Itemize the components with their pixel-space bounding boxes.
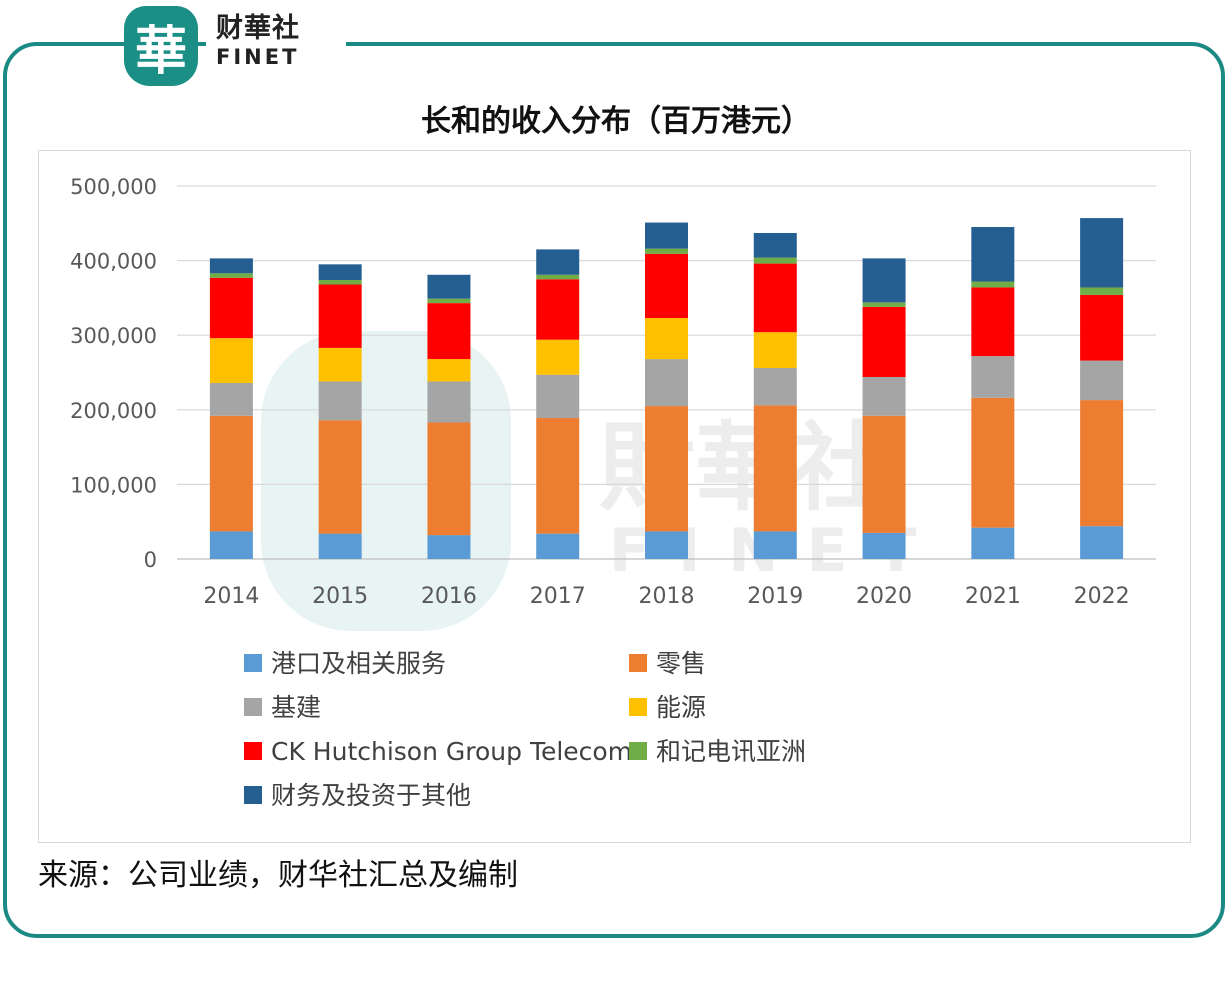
- bar-segment: [862, 258, 906, 303]
- bar-segment: [753, 405, 797, 532]
- x-tick-label: 2021: [965, 584, 1021, 609]
- bar-segment: [645, 253, 688, 319]
- x-tick-label: 2016: [421, 584, 477, 609]
- stacked-bar-chart: 財華社FINET0100,000200,000300,000400,000500…: [70, 175, 1156, 810]
- legend-swatch: [629, 698, 647, 716]
- bar-segment: [862, 376, 906, 416]
- bar-segment: [971, 227, 1015, 282]
- bar-segment: [427, 381, 471, 423]
- bar-segment: [318, 347, 362, 382]
- bar-segment: [645, 248, 688, 254]
- x-tick-label: 2017: [530, 584, 586, 609]
- watermark-cn: 財華社: [599, 412, 887, 524]
- bar-segment: [318, 279, 362, 285]
- x-tick-label: 2022: [1074, 584, 1130, 609]
- bar-segment: [209, 338, 253, 383]
- bar-segment: [645, 359, 688, 407]
- bar-segment: [645, 222, 688, 249]
- bar-segment: [427, 274, 471, 299]
- bar-segment: [753, 263, 797, 333]
- bar-segment: [1080, 218, 1124, 288]
- bar-segment: [536, 418, 580, 534]
- legend-swatch: [629, 654, 647, 672]
- legend-swatch: [244, 698, 262, 716]
- bar-segment: [536, 374, 580, 419]
- chart-title: 长和的收入分布（百万港元）: [421, 104, 811, 139]
- bar-segment: [318, 264, 362, 280]
- bar-segment: [427, 298, 471, 304]
- legend-label: 零售: [656, 649, 706, 678]
- bar-segment: [1080, 287, 1124, 295]
- y-tick-label: 300,000: [70, 324, 157, 348]
- bar-segment: [536, 533, 580, 559]
- chart-area: 財華社FINET0100,000200,000300,000400,000500…: [38, 150, 1191, 843]
- y-tick-label: 400,000: [70, 250, 157, 274]
- legend-label: 港口及相关服务: [271, 649, 446, 678]
- bar-segment: [862, 306, 906, 377]
- bar-segment: [536, 249, 580, 275]
- bar-segment: [318, 381, 362, 421]
- legend-label: 能源: [656, 693, 706, 722]
- bar-segment: [318, 284, 362, 348]
- brand-name-en: FINET: [216, 45, 300, 69]
- bar-segment: [971, 281, 1015, 288]
- bar-segment: [209, 531, 253, 559]
- bar-segment: [536, 279, 580, 340]
- bar-segment: [209, 258, 253, 274]
- x-tick-label: 2018: [639, 584, 695, 609]
- legend-swatch: [244, 654, 262, 672]
- legend-label: 基建: [271, 693, 321, 722]
- y-tick-label: 100,000: [70, 473, 157, 497]
- bar-segment: [427, 422, 471, 536]
- source-note: 来源：公司业绩，财华社汇总及编制: [38, 858, 518, 893]
- y-tick-label: 500,000: [70, 175, 157, 199]
- bar-segment: [427, 359, 471, 382]
- bar-segment: [536, 339, 580, 375]
- x-tick-label: 2015: [312, 584, 368, 609]
- bar-segment: [862, 302, 906, 307]
- legend-swatch: [244, 786, 262, 804]
- legend-label: 和记电讯亚洲: [656, 737, 806, 766]
- bar-segment: [753, 257, 797, 264]
- bar-segment: [536, 274, 580, 280]
- brand-name-cn: 财華社: [216, 13, 300, 44]
- y-tick-label: 200,000: [70, 399, 157, 423]
- bar-segment: [209, 415, 253, 532]
- bar-segment: [209, 382, 253, 416]
- bar-segment: [862, 532, 906, 559]
- bar-segment: [1080, 360, 1124, 401]
- bar-segment: [427, 303, 471, 360]
- bar-segment: [645, 318, 688, 360]
- bar-segment: [318, 420, 362, 534]
- logo-glyph: 華: [134, 20, 187, 82]
- bar-segment: [753, 332, 797, 369]
- bar-segment: [209, 273, 253, 278]
- legend-swatch: [629, 742, 647, 760]
- bar-segment: [645, 406, 688, 532]
- x-tick-label: 2020: [856, 584, 912, 609]
- bar-segment: [753, 232, 797, 258]
- brand-name: 财華社 FINET: [206, 12, 346, 72]
- bar-segment: [971, 287, 1015, 357]
- bar-segment: [427, 535, 471, 559]
- bar-segment: [971, 356, 1015, 398]
- bar-segment: [971, 527, 1015, 559]
- bar-segment: [1080, 526, 1124, 559]
- bar-segment: [645, 531, 688, 559]
- bar-segment: [862, 415, 906, 533]
- bar-segment: [209, 277, 253, 339]
- finet-logo: 華: [124, 6, 198, 86]
- bar-segment: [753, 368, 797, 406]
- bar-segment: [1080, 294, 1124, 361]
- bar-segment: [318, 533, 362, 559]
- bar-segment: [971, 397, 1015, 528]
- legend-label: CK Hutchison Group Telecom: [271, 737, 632, 766]
- y-tick-label: 0: [144, 548, 157, 572]
- x-tick-label: 2019: [747, 584, 803, 609]
- bar-segment: [1080, 400, 1124, 527]
- legend-label: 财务及投资于其他: [271, 781, 471, 810]
- legend-swatch: [244, 742, 262, 760]
- x-tick-label: 2014: [203, 584, 259, 609]
- bar-segment: [753, 531, 797, 559]
